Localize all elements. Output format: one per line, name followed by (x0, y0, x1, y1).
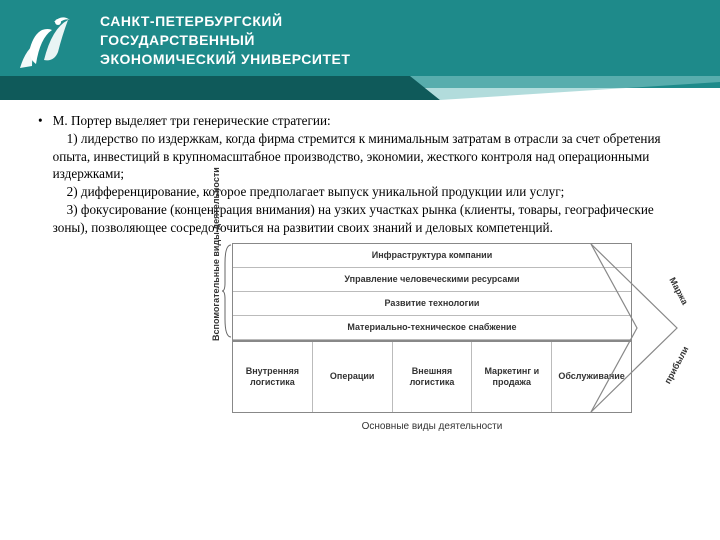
header-line-2: ГОСУДАРСТВЕННЫЙ (100, 31, 350, 50)
bullet-p1: 1) лидерство по издержкам, когда фирма с… (53, 130, 688, 183)
support-rows-container: Инфраструктура компании Управление челове… (233, 244, 631, 340)
bullet-item: • М. Портер выделяет три генерические ст… (32, 112, 688, 237)
support-row: Развитие технологии (233, 292, 631, 316)
header-line-3: ЭКОНОМИЧЕСКИЙ УНИВЕРСИТЕТ (100, 50, 350, 69)
header-line-1: САНКТ-ПЕТЕРБУРГСКИЙ (100, 12, 350, 31)
bullet-p3: 3) фокусирование (концентрация внимания)… (53, 201, 688, 237)
primary-cell: Внутренняя логистика (233, 342, 313, 412)
support-row-label: Инфраструктура компании (372, 250, 492, 260)
support-row: Инфраструктура компании (233, 244, 631, 268)
bullet-lead: М. Портер выделяет три генерические стра… (53, 113, 331, 128)
margin-label-bottom: прибыли (662, 344, 690, 385)
support-row: Материально-техническое снабжение (233, 316, 631, 340)
primary-row: Внутренняя логистикаОперацииВнешняя логи… (233, 340, 631, 412)
header-banner: САНКТ-ПЕТЕРБУРГСКИЙ ГОСУДАРСТВЕННЫЙ ЭКОН… (0, 0, 720, 88)
value-chain-diagram: Вспомогательные виды деятельности Инфрас… (232, 243, 720, 432)
brace-icon (222, 243, 232, 339)
primary-cell: Обслуживание (552, 342, 631, 412)
content-body: • М. Портер выделяет три генерические ст… (0, 88, 720, 432)
header-title: САНКТ-ПЕТЕРБУРГСКИЙ ГОСУДАРСТВЕННЫЙ ЭКОН… (100, 12, 350, 69)
primary-cell: Маркетинг и продажа (472, 342, 552, 412)
support-row: Управление человеческими ресурсами (233, 268, 631, 292)
support-row-label: Управление человеческими ресурсами (344, 274, 519, 284)
primary-cell: Внешняя логистика (393, 342, 473, 412)
support-row-label: Развитие технологии (385, 298, 480, 308)
bullet-p2: 2) дифференцирование, которое предполага… (53, 183, 688, 201)
margin-label-top: Маржа (667, 275, 690, 306)
chain-box: Инфраструктура компании Управление челове… (232, 243, 632, 413)
support-row-label: Материально-техническое снабжение (347, 322, 516, 332)
primary-cell: Операции (313, 342, 393, 412)
bullet-text: М. Портер выделяет три генерические стра… (53, 112, 688, 237)
primary-activities-label: Основные виды деятельности (232, 421, 632, 432)
university-logo (18, 8, 84, 74)
bullet-dot: • (32, 112, 43, 237)
